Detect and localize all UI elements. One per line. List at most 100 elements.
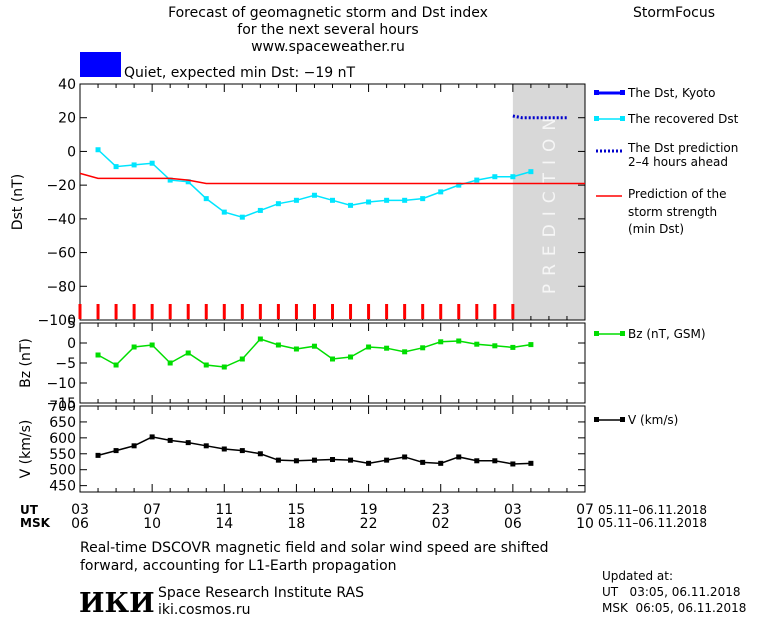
dst-ytick-label: 40 (58, 77, 76, 93)
v-point (330, 457, 335, 463)
ut-tick-label: 23 (432, 502, 450, 518)
ut-tick-label: 07 (576, 502, 594, 518)
bz-line (97, 338, 532, 368)
dst-ytick-label: −60 (46, 246, 76, 262)
ut-tick-label: 19 (360, 502, 378, 518)
bz-point (510, 344, 516, 350)
updated-label: Updated at: (602, 569, 673, 583)
v-point (420, 459, 426, 465)
v-ytick-label: 450 (49, 479, 76, 495)
recovered-dst-point (510, 174, 516, 180)
v-point (149, 434, 155, 440)
dst-ytick-label: −20 (46, 178, 76, 194)
chart-title-line3: www.spaceweather.ru (251, 39, 405, 55)
chart-title-line1: Forecast of geomagnetic storm and Dst in… (168, 5, 488, 21)
institute-site: iki.cosmos.ru (158, 602, 250, 618)
dst-ylabel: Dst (nT) (10, 174, 26, 230)
legend-recovered-dst: The recovered Dst (594, 112, 739, 126)
legend-v: V (km/s) (594, 413, 678, 427)
updated-ut: UT 03:05, 06.11.2018 (602, 585, 740, 599)
recovered-dst-point (438, 189, 444, 195)
bz-ylabel: Bz (nT) (18, 338, 34, 388)
ut-tick-label: 03 (71, 502, 89, 518)
bz-point (420, 345, 426, 351)
recovered-dst-point (348, 202, 354, 208)
v-point (402, 454, 408, 460)
recovered-dst-point (185, 179, 191, 185)
msk-tick-label: 10 (576, 516, 594, 532)
dst-ytick-label: −80 (46, 279, 76, 295)
recovered-dst-point (420, 196, 426, 202)
bz-point (438, 339, 444, 345)
brand-name: StormFocus (633, 5, 715, 21)
bz-point (257, 336, 263, 342)
legend-storm-line1: Prediction of the (628, 187, 727, 201)
recovered-dst-point (257, 207, 263, 213)
legend-dst-kyoto-label: The Dst, Kyoto (627, 86, 715, 100)
legend-v-label: V (km/s) (628, 413, 678, 427)
recovered-dst-point (113, 164, 119, 170)
ut-label: UT (20, 503, 39, 517)
bz-panel: 5 0 −5 −10 −15 Bz (nT) (18, 316, 586, 412)
bz-point (239, 356, 245, 362)
legend-bz: Bz (nT, GSM) (594, 327, 706, 341)
ut-tick-label: 03 (504, 502, 522, 518)
bz-point (221, 364, 227, 370)
bz-point (384, 345, 390, 351)
v-point (293, 458, 299, 464)
bz-point (330, 356, 335, 362)
prediction-zone (512, 84, 585, 320)
msk-tick-label: 06 (504, 516, 522, 532)
v-point (257, 451, 263, 457)
bz-point (185, 350, 191, 356)
bz-ytick-label: −15 (46, 396, 76, 412)
recovered-dst-point (384, 197, 390, 203)
v-point (203, 443, 209, 449)
v-ytick-label: 550 (49, 447, 76, 463)
bz-point (167, 360, 173, 366)
recovered-dst-point (528, 169, 534, 175)
bz-point (366, 344, 372, 350)
footer-note-line1: Real-time DSCOVR magnetic field and sola… (80, 540, 549, 556)
v-point (95, 452, 101, 458)
ut-tick-label: 15 (288, 502, 306, 518)
institute-name: Space Research Institute RAS (158, 585, 364, 601)
bz-point (402, 349, 408, 355)
recovered-dst-point (221, 209, 227, 215)
bz-ytick-label: 0 (67, 336, 76, 352)
v-point (366, 460, 372, 466)
v-point (348, 457, 354, 463)
dst-ytick-label: 0 (67, 144, 76, 160)
date-range-msk: 05.11–06.11.2018 (598, 516, 707, 530)
v-frame (79, 405, 586, 493)
legend-dst-prediction: The Dst prediction 2–4 hours ahead (596, 141, 738, 169)
v-point (528, 460, 534, 466)
v-point (275, 457, 281, 463)
legend-dst-prediction-line2: 2–4 hours ahead (628, 155, 728, 169)
legend-bz-label: Bz (nT, GSM) (628, 327, 706, 341)
v-point (510, 461, 516, 467)
bz-point (149, 342, 155, 348)
bz-point (311, 343, 317, 349)
bz-ytick-label: 5 (67, 316, 76, 332)
legend-dst-kyoto: The Dst, Kyoto (594, 86, 715, 100)
legend-dst-prediction-line1: The Dst prediction (627, 141, 738, 155)
time-tick-labels: 03 07 11 15 19 23 03 07 06 10 14 18 22 02 06 10 (71, 502, 594, 532)
bz-point (492, 343, 498, 349)
msk-tick-label: 14 (215, 516, 233, 532)
dst-ytick-label: 20 (58, 111, 76, 127)
bz-point (456, 338, 462, 344)
legend-storm-line2: storm strength (628, 205, 717, 219)
msk-tick-label: 02 (432, 516, 450, 532)
recovered-dst-point (293, 197, 299, 203)
recovered-dst-point (275, 201, 281, 207)
v-point (239, 448, 245, 454)
v-ytick-label: 600 (49, 431, 76, 447)
recovered-dst-point (474, 177, 480, 183)
bz-point (131, 344, 137, 350)
msk-tick-label: 10 (143, 516, 161, 532)
bz-point (474, 341, 480, 347)
v-point (456, 454, 462, 460)
bz-point (203, 362, 209, 368)
recovered-dst-point (402, 197, 408, 203)
